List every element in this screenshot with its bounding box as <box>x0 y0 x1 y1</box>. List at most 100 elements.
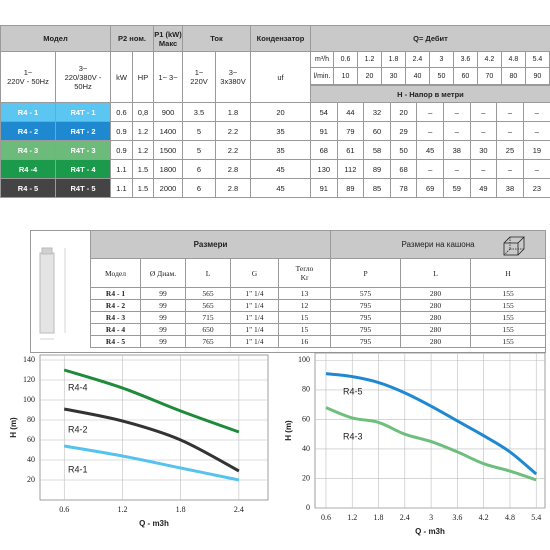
data-cell: 2000 <box>153 178 183 198</box>
data-cell: 89 <box>336 178 365 198</box>
flow-value: 2.4 <box>405 52 430 69</box>
data-cell: 68 <box>310 140 338 160</box>
data-cell: 6 <box>182 159 216 179</box>
data-cell: – <box>469 121 498 141</box>
flow-value: 3 <box>429 52 454 69</box>
data-cell: 15 <box>277 311 332 324</box>
data-cell: 1.1 <box>110 159 133 179</box>
x-axis-label: Q - m3h <box>415 527 445 536</box>
flow-row: m³/h 0.6 1.2 1.8 2.4 3 3.6 4.2 4.8 5.4 <box>311 52 550 69</box>
flow-value: 4.2 <box>477 52 502 69</box>
data-cell: 15 <box>277 323 332 336</box>
y-tick-label: 120 <box>23 375 35 384</box>
data-cell: 650 <box>185 323 231 336</box>
data-cell: 20 <box>250 102 312 122</box>
flow-unit: l/min. <box>311 67 335 85</box>
y-tick-label: 20 <box>27 475 35 484</box>
data-cell: R4 - 5 <box>90 335 141 348</box>
y-tick-label: 40 <box>27 455 35 464</box>
data-cell: 2.2 <box>214 140 252 160</box>
data-cell: 99 <box>140 323 186 336</box>
dimensions-table: Размери Размери на кашона Модел Ø Диам. L G Те… <box>89 230 547 348</box>
data-cell: 1.2 <box>132 140 154 160</box>
model-cell: R4 - 1 <box>0 102 56 122</box>
data-cell: – <box>442 102 471 122</box>
data-cell: R4 - 4 <box>90 323 141 336</box>
data-cell: 35 <box>250 121 312 141</box>
data-row: R4 - 3 R4T - 3 0.9 1.2 1500 5 2.2 35 68 61 58 50 45 3… <box>0 140 550 160</box>
x-tick-label: 4.8 <box>505 513 515 522</box>
data-cell: 13 <box>277 287 332 300</box>
pump-outlet <box>41 247 53 255</box>
subheader-cell: 1~ 220V <box>182 51 216 103</box>
data-cell: 5 <box>182 121 216 141</box>
flow-value: 1.8 <box>381 52 406 69</box>
column-row: Модел Ø Диам. L G Тегло Kr P L H <box>90 258 547 288</box>
data-cell: 155 <box>470 335 547 348</box>
flow-value: 1.2 <box>357 52 382 69</box>
header-cell: Q= Дебит <box>310 25 550 52</box>
flow-value: 3.6 <box>453 52 478 69</box>
flow-value: 5.4 <box>525 52 550 69</box>
data-cell: 130 <box>310 159 338 179</box>
model-cell: R4T - 2 <box>55 121 111 141</box>
flow-value: 0.6 <box>333 52 358 69</box>
header-cell: Размери <box>89 230 332 259</box>
y-tick-label: 80 <box>27 415 35 424</box>
data-cell: – <box>469 102 498 122</box>
data-cell: 79 <box>336 121 365 141</box>
data-cell: 78 <box>389 178 418 198</box>
data-cell: 38 <box>496 178 524 198</box>
subheader-cell: 3~ 220/380V - 50Hz <box>55 51 111 103</box>
data-cell: 280 <box>400 287 472 300</box>
data-cell: 155 <box>470 323 547 336</box>
column-cell: Ø Диам. <box>140 258 186 288</box>
data-cell: 2.8 <box>214 159 252 179</box>
data-cell: 795 <box>330 335 402 348</box>
subheader-row: 1~ 220V - 50Hz 3~ 220/380V - 50Hz kW HP 1~ 3… <box>0 51 550 103</box>
y-axis-label: H (m) <box>284 420 293 441</box>
series-line <box>63 368 240 434</box>
data-cell: – <box>496 121 524 141</box>
data-cell: 155 <box>470 287 547 300</box>
series-line <box>325 372 538 476</box>
data-cell: 715 <box>185 311 231 324</box>
data-cell: 900 <box>153 102 183 122</box>
data-row: R4 - 5 R4T - 5 1.1 1.5 2000 6 2.8 45 91 89 85 78 69 5… <box>0 178 550 198</box>
data-cell: 575 <box>330 287 402 300</box>
series-line <box>325 406 537 482</box>
pump-drawing <box>39 247 66 340</box>
chart-right: 0 20 40 60 80 100 0.6 1.2 1.8 2.4 3 3.6 4.2 4.8 5.4 Q -… <box>284 352 546 536</box>
flow-value: 40 <box>405 67 430 85</box>
data-cell: 1.5 <box>132 178 154 198</box>
data-cell: 765 <box>185 335 231 348</box>
data-cell: 280 <box>400 311 472 324</box>
model-cell: R4 -4 <box>0 159 56 179</box>
flow-value: 4.8 <box>501 52 526 69</box>
column-cell: L <box>185 258 231 288</box>
data-cell: 155 <box>470 311 547 324</box>
data-cell: – <box>469 159 498 179</box>
subheader-cell: uf <box>250 51 312 103</box>
x-tick-label: 2.4 <box>400 513 410 522</box>
data-cell: 1.5 <box>132 159 154 179</box>
x-tick-label: 1.8 <box>374 513 384 522</box>
y-tick-label: 140 <box>23 355 35 364</box>
subheader-cell: 1~ 3~ <box>153 51 183 103</box>
flow-cell: m³/h 0.6 1.2 1.8 2.4 3 3.6 4.2 4.8 5.4 l/min. 10 20 3… <box>310 51 550 86</box>
model-cell: R4 - 3 <box>0 140 56 160</box>
plot-area <box>314 352 546 509</box>
data-cell: 23 <box>522 178 550 198</box>
column-cell: Тегло Kr <box>277 258 332 288</box>
y-axis-label: H (m) <box>9 417 18 438</box>
flow-value: 70 <box>477 67 502 85</box>
data-cell: 565 <box>185 287 231 300</box>
data-cell: 50 <box>389 140 418 160</box>
series-line <box>64 444 240 482</box>
y-tick-label: 100 <box>298 355 310 364</box>
data-row: R4 -4 R4T - 4 1.1 1.5 1800 6 2.8 45 130 112 89 68– –… <box>0 159 550 179</box>
data-cell: 0,8 <box>132 102 154 122</box>
data-cell: – <box>496 102 524 122</box>
data-cell: 795 <box>330 311 402 324</box>
subheader-cell: kW <box>110 51 133 103</box>
